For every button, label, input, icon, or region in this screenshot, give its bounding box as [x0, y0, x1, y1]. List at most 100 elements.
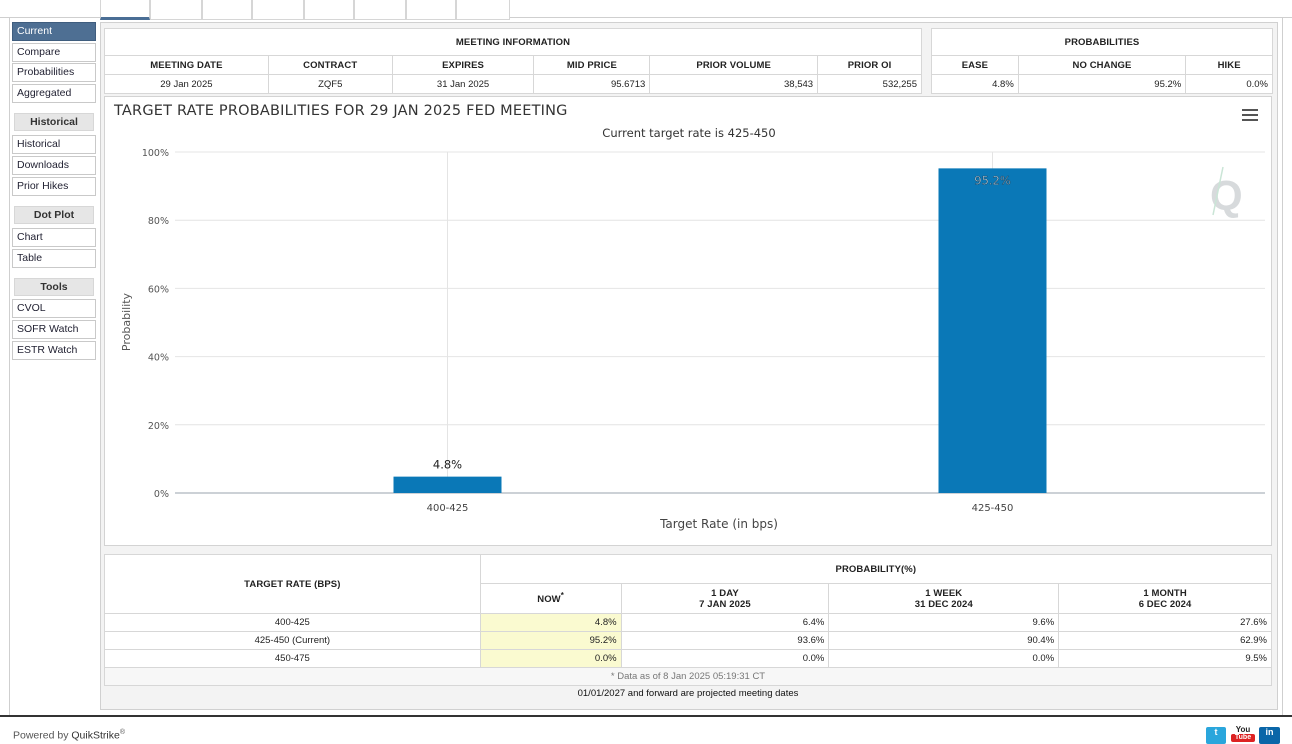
tab-stub[interactable]	[100, 0, 150, 20]
linkedin-icon[interactable]: in	[1259, 727, 1280, 744]
table-row: 450-475 0.0% 0.0% 0.0% 9.5%	[104, 649, 1272, 668]
probabilities-title: PROBABILITIES	[931, 28, 1273, 56]
tab-stub[interactable]	[456, 0, 510, 20]
tab-stub[interactable]	[150, 0, 202, 20]
sidebar-item-historical[interactable]: Historical	[12, 135, 96, 154]
y-tick-label: 20%	[148, 421, 169, 432]
data-label: 95.2%	[974, 173, 1011, 187]
prior-volume-value: 38,543	[649, 74, 819, 94]
chart-subtitle: Current target rate is 425-450	[602, 126, 776, 140]
sidebar-item-chart[interactable]: Chart	[12, 228, 96, 247]
col-header-1-day: 1 DAY 7 JAN 2025	[620, 583, 830, 614]
probability-history-table: TARGET RATE (BPS) PROBABILITY(%) NOW* 1 …	[104, 554, 1273, 686]
col-header: EXPIRES	[391, 55, 535, 75]
col-header: PRIOR OI	[817, 55, 922, 75]
bar-400-425[interactable]	[393, 476, 502, 493]
sidebar-item-sofr-watch[interactable]: SOFR Watch	[12, 320, 96, 339]
day-cell: 93.6%	[620, 631, 830, 650]
tab-stub[interactable]	[406, 0, 456, 20]
sidebar-section-dot-plot: Dot Plot	[14, 206, 94, 224]
meeting-date-value: 29 Jan 2025	[104, 74, 269, 94]
probabilities-table: PROBABILITIES EASE NO CHANGE HIKE 4.8% 9…	[931, 28, 1273, 94]
x-tick-label: 425-450	[972, 503, 1014, 514]
y-tick-label: 80%	[148, 216, 169, 227]
tab-stub[interactable]	[304, 0, 354, 20]
now-cell: 0.0%	[479, 649, 622, 668]
meeting-info-table: MEETING INFORMATION MEETING DATE CONTRAC…	[104, 28, 922, 94]
sidebar-item-prior-hikes[interactable]: Prior Hikes	[12, 177, 96, 196]
table-row: 425-450 (Current) 95.2% 93.6% 90.4% 62.9…	[104, 631, 1272, 650]
chart-title: TARGET RATE PROBABILITIES FOR 29 JAN 202…	[114, 103, 568, 119]
chart-plot: Q 0% 20% 40% 60% 80% 100% 4.8% 95.2% 400-425 42…	[120, 148, 1265, 531]
mid-price-value: 95.6713	[533, 74, 651, 94]
x-tick-label: 400-425	[427, 503, 469, 514]
tab-stub[interactable]	[202, 0, 252, 20]
sidebar-item-downloads[interactable]: Downloads	[12, 156, 96, 175]
top-tab-strip	[0, 0, 1292, 20]
ease-value: 4.8%	[931, 74, 1019, 94]
col-header: NO CHANGE	[1017, 55, 1187, 75]
col-header: PRIOR VOLUME	[649, 55, 819, 75]
month-cell: 62.9%	[1058, 631, 1272, 650]
frame-right	[1282, 18, 1292, 715]
contract-value: ZQF5	[267, 74, 393, 94]
day-cell: 0.0%	[620, 649, 830, 668]
sidebar-item-compare[interactable]: Compare	[12, 43, 96, 62]
col-header: MEETING DATE	[104, 55, 269, 75]
sidebar-section-tools: Tools	[14, 278, 94, 296]
day-cell: 6.4%	[620, 613, 830, 632]
month-cell: 9.5%	[1058, 649, 1272, 668]
rate-cell: 400-425	[104, 613, 481, 632]
y-tick-label: 60%	[148, 284, 169, 295]
col-header: MID PRICE	[533, 55, 651, 75]
powered-by-text: Powered by QuikStrike®	[13, 729, 125, 742]
now-cell: 4.8%	[479, 613, 622, 632]
youtube-icon[interactable]: You Tube	[1231, 726, 1255, 743]
quikstrike-link[interactable]: QuikStrike	[71, 729, 120, 742]
y-axis-label: Probability	[120, 292, 133, 351]
sidebar-item-current[interactable]: Current	[12, 22, 96, 41]
expires-value: 31 Jan 2025	[391, 74, 535, 94]
meeting-info-title: MEETING INFORMATION	[104, 28, 922, 56]
sidebar-item-estr-watch[interactable]: ESTR Watch	[12, 341, 96, 360]
col-header-1-month: 1 MONTH 6 DEC 2024	[1058, 583, 1272, 614]
col-header: CONTRACT	[267, 55, 393, 75]
col-header-target-rate: TARGET RATE (BPS)	[104, 554, 481, 614]
hamburger-menu-icon[interactable]	[1242, 109, 1258, 121]
data-timestamp-note: * Data as of 8 Jan 2025 05:19:31 CT	[104, 667, 1272, 686]
q-watermark-icon: Q	[1210, 166, 1243, 219]
week-cell: 0.0%	[828, 649, 1060, 668]
sidebar-section-historical: Historical	[14, 113, 94, 131]
week-cell: 90.4%	[828, 631, 1060, 650]
probability-chart: TARGET RATE PROBABILITIES FOR 29 JAN 202…	[104, 96, 1272, 546]
y-tick-label: 0%	[154, 489, 169, 500]
tab-stub[interactable]	[252, 0, 304, 20]
col-header-probability: PROBABILITY(%)	[479, 554, 1273, 584]
sidebar-item-aggregated[interactable]: Aggregated	[12, 84, 96, 103]
sidebar-item-probabilities[interactable]: Probabilities	[12, 63, 96, 82]
twitter-icon[interactable]: t	[1206, 727, 1226, 744]
hike-value: 0.0%	[1185, 74, 1273, 94]
now-cell: 95.2%	[479, 631, 622, 650]
month-cell: 27.6%	[1058, 613, 1272, 632]
rate-cell: 450-475	[104, 649, 481, 668]
col-header: HIKE	[1185, 55, 1273, 75]
no-change-value: 95.2%	[1017, 74, 1187, 94]
prior-oi-value: 532,255	[817, 74, 922, 94]
rate-cell: 425-450 (Current)	[104, 631, 481, 650]
y-tick-label: 40%	[148, 353, 169, 364]
svg-text:Q: Q	[1210, 172, 1243, 219]
col-header-1-week: 1 WEEK 31 DEC 2024	[828, 583, 1060, 614]
week-cell: 9.6%	[828, 613, 1060, 632]
frame-left	[0, 18, 10, 715]
table-row: 400-425 4.8% 6.4% 9.6% 27.6%	[104, 613, 1272, 632]
y-tick-label: 100%	[142, 148, 169, 159]
x-axis-label: Target Rate (in bps)	[659, 517, 778, 531]
sidebar-item-table[interactable]: Table	[12, 249, 96, 268]
bar-425-450[interactable]	[938, 168, 1047, 494]
footer: Powered by QuikStrike® t You Tube in	[0, 715, 1292, 744]
tab-stub[interactable]	[354, 0, 406, 20]
sidebar-item-cvol[interactable]: CVOL	[12, 299, 96, 318]
data-label: 4.8%	[433, 458, 462, 472]
col-header: EASE	[931, 55, 1019, 75]
